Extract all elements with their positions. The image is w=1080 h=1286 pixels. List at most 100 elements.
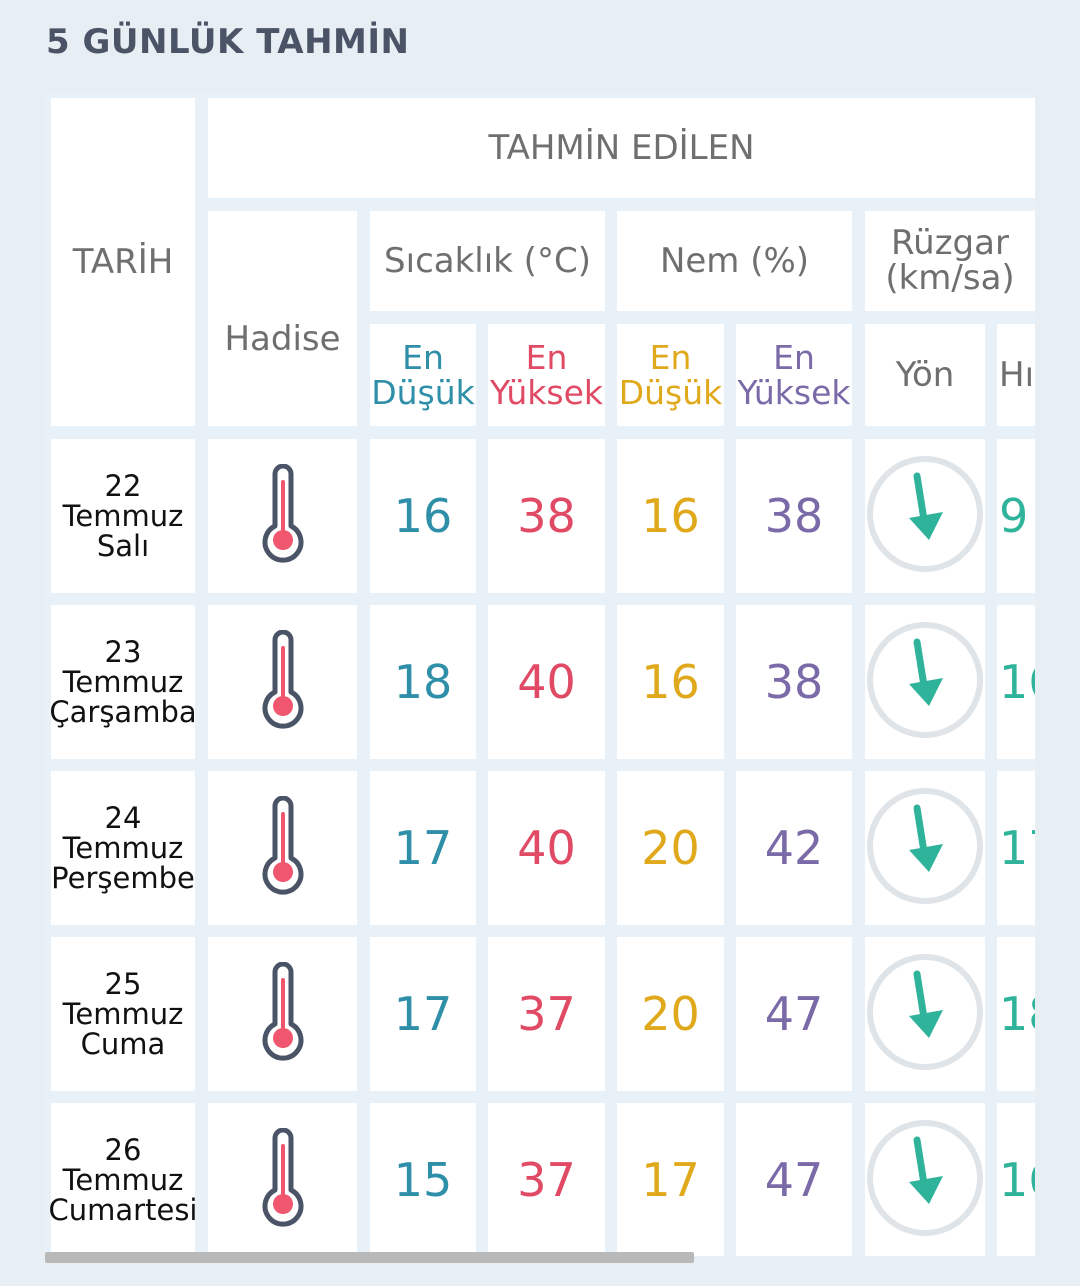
subheader-hum-min-en: En (649, 338, 692, 377)
date-cell: 22 Temmuz Salı (51, 439, 195, 593)
thermometer-icon (258, 961, 308, 1066)
hum-min-value: 20 (641, 987, 700, 1041)
header-nem: Nem (%) (617, 211, 852, 311)
horizontal-scrollbar[interactable] (45, 1252, 694, 1263)
temp-min-value: 18 (393, 655, 453, 709)
date-day: 23 (104, 635, 142, 669)
date-weekday: Cumartesi (48, 1193, 198, 1227)
date-day: 22 (104, 469, 142, 503)
subheader-temp-max: En Yüksek (488, 324, 605, 426)
wind-direction-arrow-icon (865, 952, 985, 1076)
hum-min-value: 17 (641, 1153, 700, 1207)
wind-arrow-svg (867, 788, 983, 904)
wind-direction-arrow-icon (865, 454, 985, 578)
hum-min-value: 20 (641, 821, 700, 875)
temp-max-cell: 38 (488, 439, 605, 593)
wind-direction-cell (865, 1103, 985, 1256)
date-month: Temmuz (62, 1163, 184, 1197)
subheader-hum-max-en: En (773, 338, 815, 377)
hadise-cell (208, 771, 357, 925)
hum-min-cell: 16 (617, 605, 724, 759)
hum-max-value: 38 (764, 489, 824, 543)
wind-direction-cell (865, 771, 985, 925)
wind-direction-arrow-icon (865, 786, 985, 910)
date-text: 25 Temmuz Cuma (63, 969, 184, 1059)
date-weekday: Salı (96, 529, 150, 563)
header-hadise-label: Hadise (224, 318, 341, 359)
date-text: 23 Temmuz Çarşamba (49, 637, 196, 727)
temp-max-value: 37 (517, 987, 576, 1041)
hum-min-cell: 16 (617, 439, 724, 593)
thermometer-icon (258, 629, 308, 734)
wind-speed-value: 18 (999, 987, 1035, 1041)
wind-arrow-svg (867, 456, 983, 572)
subheader-temp-max-en: En (525, 338, 568, 377)
thermometer-icon (258, 1127, 308, 1232)
hadise-cell (208, 1103, 357, 1256)
temp-min-cell: 18 (370, 605, 476, 759)
hum-max-value: 47 (764, 987, 824, 1041)
date-day: 26 (104, 1133, 142, 1167)
subheader-hiz-label: Hı (999, 355, 1035, 395)
hum-max-value: 47 (764, 1153, 824, 1207)
hum-min-value: 16 (641, 655, 700, 709)
date-month: Temmuz (62, 831, 184, 865)
temp-max-cell: 37 (488, 937, 605, 1091)
thermometer-svg (262, 795, 303, 895)
wind-direction-cell (865, 605, 985, 759)
temp-max-value: 38 (517, 489, 576, 543)
header-tarih-label: TARİH (72, 242, 174, 282)
wind-speed-value: 16 (999, 1153, 1035, 1207)
temp-min-cell: 17 (370, 771, 476, 925)
hum-max-cell: 38 (736, 439, 852, 593)
wind-arrow-svg (867, 954, 983, 1070)
subheader-yon: Yön (865, 324, 985, 426)
hum-max-value: 38 (764, 655, 824, 709)
hum-max-cell: 38 (736, 605, 852, 759)
hum-min-cell: 20 (617, 937, 724, 1091)
wind-direction-cell (865, 439, 985, 593)
date-text: 24 Temmuz Perşembe (51, 803, 195, 893)
wind-speed-value: 16 (999, 655, 1035, 709)
forecast-table[interactable]: TARİH TAHMİN EDİLEN Hadise Sıcaklık (°C)… (45, 92, 1035, 1256)
header-sicaklik-label: Sıcaklık (°C) (384, 241, 591, 281)
subheader-temp-min-en: En (402, 338, 444, 377)
temp-max-value: 40 (517, 821, 576, 875)
date-month: Temmuz (62, 665, 184, 699)
wind-speed-cell: 9 (997, 439, 1035, 593)
hum-min-cell: 20 (617, 771, 724, 925)
subheader-hum-min: En Düşük (617, 324, 724, 426)
wind-speed-value: 17 (999, 821, 1035, 875)
wind-arrow-svg (867, 622, 983, 738)
date-month: Temmuz (62, 499, 184, 533)
thermometer-icon (258, 463, 308, 568)
date-weekday: Cuma (80, 1027, 166, 1061)
hadise-cell (208, 439, 357, 593)
date-cell: 26 Temmuz Cumartesi (49, 1103, 198, 1256)
wind-speed-cell: 18 (997, 937, 1035, 1091)
subheader-hiz: Hı (997, 324, 1035, 426)
wind-speed-cell: 16 (997, 1103, 1035, 1256)
date-cell: 25 Temmuz Cuma (51, 937, 195, 1091)
thermometer-svg (262, 1127, 303, 1227)
header-tahmin-edilen-label: TAHMİN EDİLEN (488, 128, 755, 168)
temp-max-value: 37 (517, 1153, 576, 1207)
thermometer-svg (262, 961, 303, 1061)
header-ruzgar: Rüzgar (km/sa) (865, 211, 1035, 311)
wind-speed-cell: 16 (997, 605, 1035, 759)
date-weekday: Çarşamba (49, 695, 197, 729)
date-cell: 23 Temmuz Çarşamba (49, 605, 197, 759)
date-cell: 24 Temmuz Perşembe (51, 771, 195, 925)
date-text: 26 Temmuz Cumartesi (49, 1135, 198, 1225)
header-sicaklik: Sıcaklık (°C) (370, 211, 605, 311)
thermometer-icon (258, 795, 308, 900)
thermometer-svg (262, 629, 303, 729)
temp-min-value: 17 (393, 987, 453, 1041)
wind-direction-arrow-icon (865, 1118, 985, 1242)
page-title: 5 GÜNLÜK TAHMİN (46, 22, 410, 62)
hadise-cell (208, 937, 357, 1091)
date-day: 25 (104, 967, 142, 1001)
header-tahmin-edilen: TAHMİN EDİLEN (208, 98, 1035, 198)
temp-max-cell: 37 (488, 1103, 605, 1256)
header-tarih: TARİH (51, 98, 195, 426)
